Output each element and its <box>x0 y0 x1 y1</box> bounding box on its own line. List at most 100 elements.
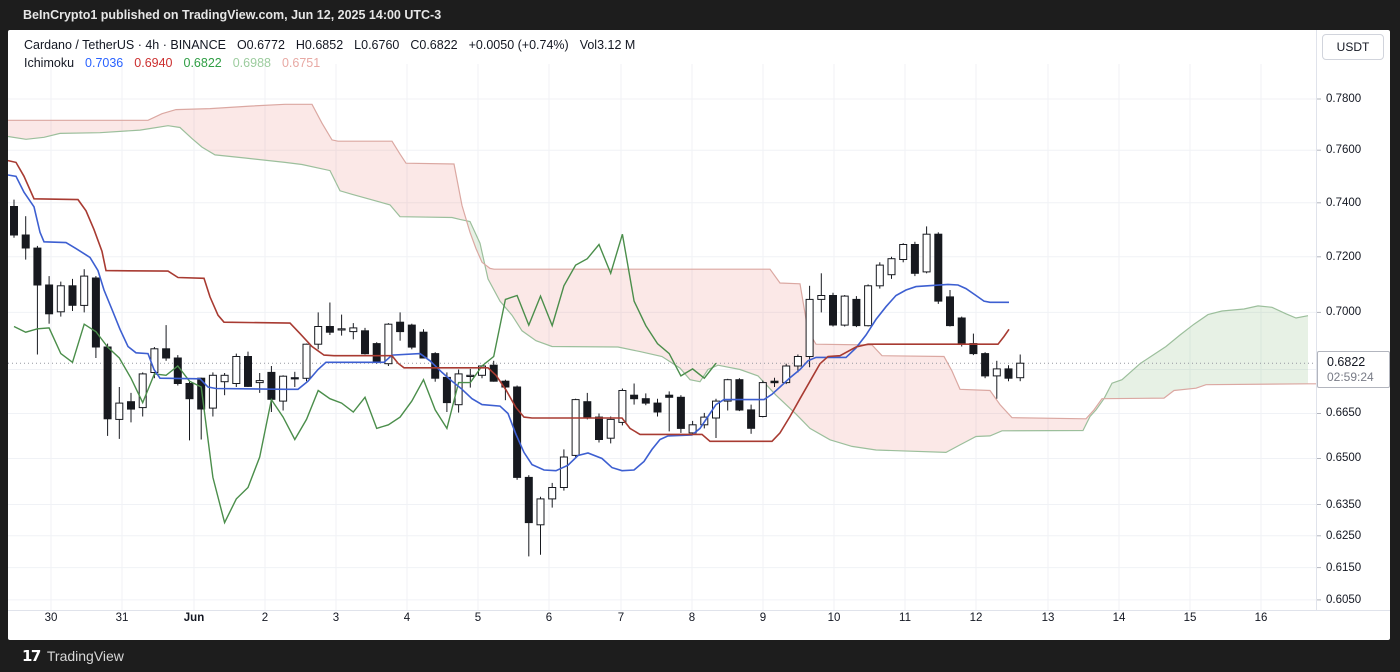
tradingview-logo-icon[interactable]: 17 <box>22 647 41 665</box>
indicator-row[interactable]: Ichimoku 0.7036 0.6940 0.6822 0.6988 0.6… <box>24 54 635 72</box>
price-axis-label: 0.6500 <box>1326 452 1362 465</box>
bar-countdown: 02:59:24 <box>1327 370 1374 384</box>
price-axis-label: 0.7600 <box>1326 144 1362 157</box>
tradingview-logo-text[interactable]: TradingView <box>46 648 124 664</box>
candle-up <box>606 416 615 444</box>
price-axis-label: 0.7400 <box>1326 196 1362 209</box>
candle-down <box>325 302 334 335</box>
ohlc-low: L0.6760 <box>354 38 400 52</box>
price-axis-label: 0.6150 <box>1326 561 1362 574</box>
tenkan-line <box>8 174 1009 472</box>
price-axis-label: 0.7200 <box>1326 250 1362 263</box>
candle-down <box>407 323 416 350</box>
price-axis-label: 0.6650 <box>1326 407 1362 420</box>
candle-down <box>419 329 428 359</box>
candle-down <box>68 278 77 311</box>
candle-up <box>208 372 217 417</box>
candle-down <box>770 377 779 387</box>
candle-down <box>910 241 919 277</box>
candle-down <box>513 385 522 480</box>
gridlines <box>8 64 1316 610</box>
candle-down <box>665 391 674 432</box>
time-axis-label: 12 <box>969 612 983 624</box>
chart-legend: Cardano / TetherUS · 4h · BINANCE O0.677… <box>24 36 635 72</box>
time-axis-label: 9 <box>759 612 767 624</box>
time-axis-label: 13 <box>1041 612 1055 624</box>
senkou-b-line <box>8 103 1309 420</box>
price-axis-label: 0.7800 <box>1326 93 1362 105</box>
candle-down <box>162 325 171 361</box>
candle-up <box>466 368 475 388</box>
time-axis-label: 5 <box>474 612 482 624</box>
time-axis-label: 16 <box>1254 612 1268 624</box>
kijun-line <box>8 159 1010 443</box>
candle-up <box>922 226 931 274</box>
candle-down <box>45 276 54 324</box>
candle-down <box>653 398 662 417</box>
candle-down <box>981 352 990 379</box>
price-axis-label: 0.6050 <box>1326 593 1362 606</box>
candle-up <box>688 420 697 435</box>
candle-up <box>115 387 124 439</box>
indicator-name[interactable]: Ichimoku <box>24 56 75 70</box>
symbol-title[interactable]: Cardano / TetherUS · 4h · BINANCE <box>24 38 226 52</box>
time-axis-label: 4 <box>403 612 411 624</box>
candle-up <box>80 269 89 313</box>
candle-down <box>852 296 861 328</box>
candle-up <box>899 243 908 263</box>
time-axis-label: 10 <box>827 612 841 624</box>
time-axis-label: 11 <box>899 612 911 624</box>
candle-down <box>372 342 381 364</box>
time-axis-separator <box>8 610 1390 611</box>
candle-down <box>91 276 100 358</box>
ichimoku-chikou-value: 0.6822 <box>183 56 222 70</box>
candle-down <box>934 232 943 304</box>
candle-up <box>536 496 545 555</box>
time-axis-label: 14 <box>1112 612 1126 624</box>
current-price-badge: 0.6822 02:59:24 <box>1317 351 1390 388</box>
publisher-bar-text: BeInCrypto1 published on TradingView.com… <box>23 8 442 22</box>
price-axis-label: 0.7000 <box>1326 306 1362 319</box>
candle-up <box>723 378 732 411</box>
candle-down <box>396 312 405 341</box>
candle-up <box>138 372 147 417</box>
candle-down <box>641 393 650 406</box>
time-axis-label: 15 <box>1183 612 1197 624</box>
ohlc-open: O0.6772 <box>236 38 285 52</box>
candle-up <box>314 312 323 350</box>
candle-down <box>829 292 837 327</box>
candle-down <box>127 392 135 423</box>
chart-card: Cardano / TetherUS · 4h · BINANCE O0.677… <box>8 30 1390 640</box>
symbol-row[interactable]: Cardano / TetherUS · 4h · BINANCE O0.677… <box>24 36 635 54</box>
time-axis-label: Jun <box>183 612 205 624</box>
candle-down <box>583 392 592 420</box>
time-axis-label: 6 <box>545 612 553 624</box>
candle-up <box>279 375 288 411</box>
candle-up <box>548 482 557 508</box>
price-change: +0.0050 (+0.74%) <box>468 38 569 52</box>
candle-up <box>571 398 580 457</box>
candle-up <box>805 285 814 368</box>
price-axis-label: 0.6250 <box>1326 529 1362 542</box>
currency-toggle-button[interactable]: USDT <box>1322 34 1384 60</box>
ichimoku-senkou-b-value: 0.6751 <box>281 56 321 70</box>
candle-up <box>864 284 873 327</box>
ohlc-high: H0.6852 <box>295 38 344 52</box>
candle-up <box>302 343 311 382</box>
footer-bar: 17 TradingView <box>0 640 1400 672</box>
candle-down <box>103 343 112 436</box>
candle-up <box>817 273 826 313</box>
candle-up <box>56 281 65 317</box>
senkou-a-line <box>8 125 1309 454</box>
candle-down <box>957 316 966 347</box>
candle-up <box>232 353 241 387</box>
price-axis-separator <box>1316 30 1317 610</box>
candle-down <box>290 371 299 387</box>
candle-up <box>887 256 896 279</box>
candle-down <box>735 378 744 412</box>
candle-up <box>1016 354 1025 382</box>
chikou-line <box>13 233 717 525</box>
price-chart-canvas[interactable] <box>8 30 1390 640</box>
ichimoku-kijun-value: 0.6940 <box>134 56 173 70</box>
time-axis-label: 30 <box>44 612 58 624</box>
